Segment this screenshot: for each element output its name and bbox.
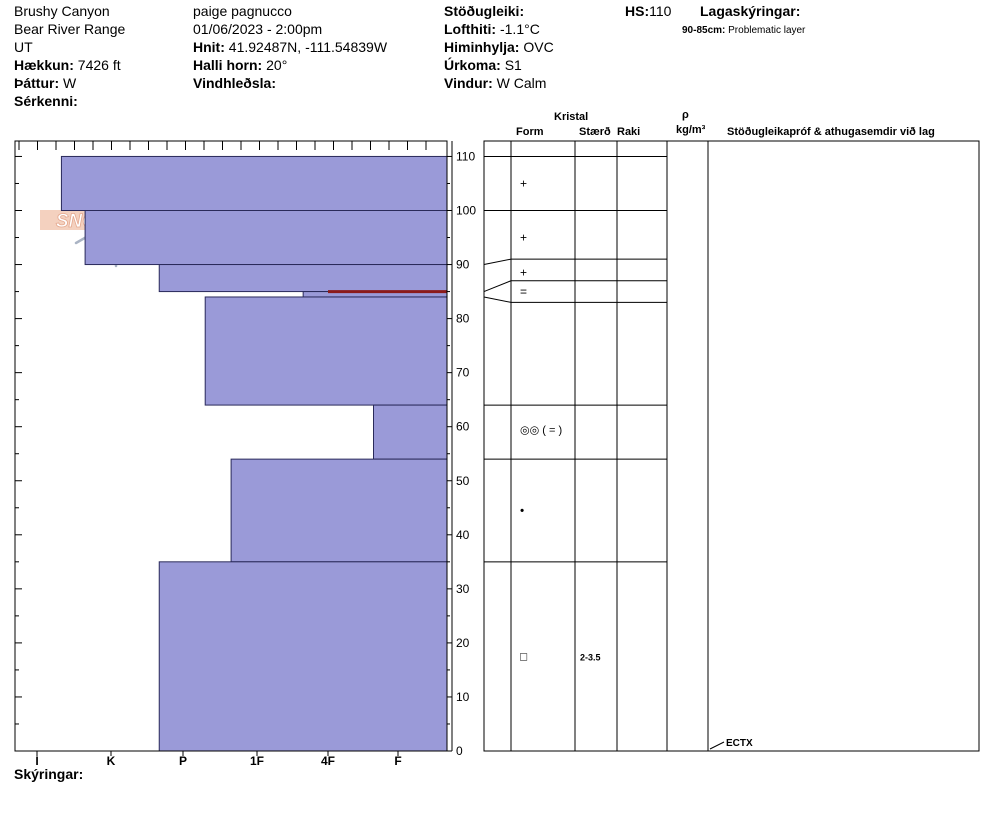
air-temp-label: Lofthiti: — [444, 21, 497, 37]
grain-form-mark: + — [520, 231, 527, 245]
location-name: Brushy Canyon — [14, 3, 110, 19]
sky-cover: Himinhylja: OVC — [444, 39, 554, 56]
depth-tick-label: 50 — [456, 474, 470, 488]
coordinates: Hnit: 41.92487N, -111.54839W — [193, 39, 387, 56]
hardness-tick-label: I — [35, 754, 38, 768]
crystal-header: Kristal — [554, 111, 589, 123]
plot-border — [14, 140, 448, 752]
hardness-axis: I K P 1F 4F F — [35, 751, 402, 768]
layer-note-range: 90-85cm: — [682, 25, 726, 36]
depth-tick-label: 40 — [456, 528, 470, 542]
hardness-tick-label: 1F — [250, 754, 264, 768]
grain-form-mark: = — [520, 285, 527, 299]
depth-axis: 0 10 20 30 40 50 60 70 80 90 100 110 — [447, 141, 476, 758]
depth-tick-label: 20 — [456, 636, 470, 650]
hardness-bar — [230, 458, 448, 563]
hardness-tick-label: 4F — [321, 754, 335, 768]
precip-value: S1 — [504, 57, 522, 73]
grain-size-label: 2-3.5 — [580, 652, 601, 662]
depth-tick-label: 10 — [456, 690, 470, 704]
depth-tick-label: 110 — [456, 149, 475, 163]
air-temp-value: -1.1°C — [499, 21, 540, 37]
elevation-value: 7426 ft — [77, 57, 121, 73]
state: UT — [14, 39, 33, 55]
precipitation: Úrkoma: S1 — [444, 57, 522, 74]
grain-form-mark: • — [520, 503, 524, 517]
chart-frame — [14, 140, 448, 752]
air-temp: Lofthiti: -1.1°C — [444, 21, 540, 38]
coords-label: Hnit: — [193, 39, 225, 55]
grain-form-mark: + — [520, 176, 527, 190]
hardness-bar — [60, 155, 448, 211]
elevation: Hækkun: 7426 ft — [14, 57, 121, 74]
elevation-label: Hækkun: — [14, 57, 74, 73]
hardness-tick-label: K — [107, 754, 116, 768]
coords-value: 41.92487N, -111.54839W — [228, 39, 388, 55]
depth-tick-label: 100 — [456, 204, 476, 218]
features-label: Sérkenni: — [14, 93, 78, 109]
tests-header: Stöðugleikapróf & athugasemdir við lag — [727, 126, 935, 138]
aspect: Þáttur: W — [14, 75, 76, 92]
aspect-label: Þáttur: — [14, 75, 60, 91]
datetime: 01/06/2023 - 2:00pm — [193, 21, 323, 37]
grain-form-mark: ◎◎ ( = ) — [520, 424, 562, 436]
hardness-bar — [373, 404, 448, 460]
depth-tick-label: 30 — [456, 582, 470, 596]
comments-label: Skýringar: — [14, 766, 84, 782]
hardness-tick-label: F — [394, 754, 401, 768]
slope-value: 20° — [266, 57, 288, 73]
slope-label: Halli horn: — [193, 57, 263, 73]
hardness-tick-label: P — [179, 754, 187, 768]
layer-note-text: Problematic layer — [728, 25, 806, 36]
wind: Vindur: W Calm — [444, 75, 546, 92]
precip-label: Úrkoma: — [444, 57, 501, 73]
layer-marks: + + + = ◎◎ ( = ) • □ 2-3.5 — [520, 176, 725, 750]
depth-connector — [483, 280, 512, 293]
mountain-range: Bear River Range — [14, 21, 126, 37]
form-header: Form — [516, 126, 544, 138]
grain-form-mark: + — [520, 266, 527, 280]
depth-tick-label: 70 — [456, 366, 470, 380]
wind-value: W Calm — [496, 75, 547, 91]
hs-value: 110 — [649, 3, 672, 19]
layer-notes-label: Lagaskýringar: — [700, 3, 801, 19]
snow-height: HS:110 — [625, 3, 671, 20]
moisture-header: Raki — [617, 126, 641, 138]
depth-tick-label: 80 — [456, 312, 470, 326]
depth-tick-label: 90 — [456, 258, 470, 272]
sky-label: Himinhylja: — [444, 39, 520, 55]
hardness-bars — [60, 155, 448, 752]
density-unit: kg/m³ — [676, 124, 706, 136]
grain-form-mark: □ — [520, 649, 527, 663]
wind-loading-label: Vindhleðsla: — [193, 75, 276, 91]
layer-note: 90-85cm: Problematic layer — [682, 25, 805, 37]
aspect-value: W — [63, 75, 77, 91]
depth-tick-label: 0 — [456, 744, 463, 758]
hardness-bar — [84, 210, 448, 266]
hs-label: HS: — [625, 3, 650, 19]
test-result-label: ECTX — [726, 738, 753, 749]
wind-label: Vindur: — [444, 75, 493, 91]
size-header: Stærð — [579, 126, 611, 138]
stability-label: Stöðugleiki: — [444, 3, 525, 19]
observer: paige pagnucco — [193, 3, 292, 19]
hardness-bar — [158, 561, 448, 752]
hardness-bar — [204, 296, 448, 406]
test-result-pointer — [709, 741, 725, 750]
hardness-bar — [158, 264, 448, 293]
depth-connector — [483, 258, 512, 266]
rho-symbol: ρ — [682, 109, 689, 121]
sky-value: OVC — [523, 39, 554, 55]
table-border — [483, 140, 980, 752]
depth-connector — [483, 296, 512, 303]
slope-angle: Halli horn: 20° — [193, 57, 287, 74]
layer-table — [483, 140, 980, 752]
depth-tick-label: 60 — [456, 420, 470, 434]
